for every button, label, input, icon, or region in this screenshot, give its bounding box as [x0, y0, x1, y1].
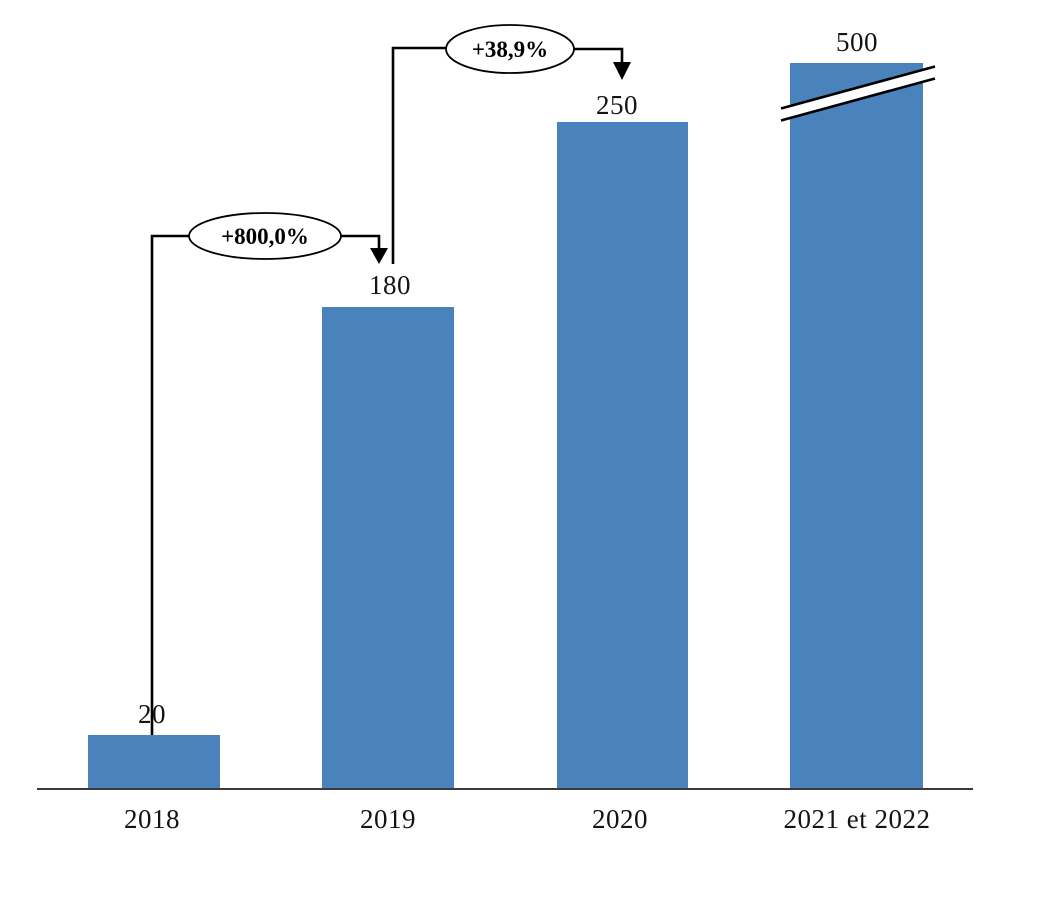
bar-2021-2022	[790, 63, 923, 789]
bar-2019	[322, 307, 454, 789]
annotation-38-ellipse	[445, 24, 575, 74]
annotation-38-connector-right	[574, 47, 624, 64]
value-label-2021-2022: 500	[836, 27, 878, 57]
value-label-2020: 250	[596, 90, 638, 120]
value-label-2018: 20	[138, 699, 166, 729]
axis-label-2018: 2018	[124, 804, 180, 834]
annotation-800-connector-right	[341, 234, 381, 250]
axis-label-2019: 2019	[360, 804, 416, 834]
axis-label-2020: 2020	[592, 804, 648, 834]
annotation-38-label: +38,9%	[472, 37, 548, 62]
annotation-38-connector-left	[391, 46, 446, 264]
value-label-2019: 180	[369, 270, 411, 300]
axis-label-2021-2022: 2021 et 2022	[783, 804, 931, 834]
annotation-800-label: +800,0%	[221, 224, 309, 249]
annotation-800-arrowhead-icon	[370, 248, 388, 264]
bar-2018	[88, 735, 220, 789]
annotation-800-connector-left	[150, 234, 189, 735]
annotation-800-ellipse	[188, 212, 342, 260]
annotation-38-arrowhead-icon	[613, 62, 631, 80]
bar-2020	[557, 122, 688, 789]
